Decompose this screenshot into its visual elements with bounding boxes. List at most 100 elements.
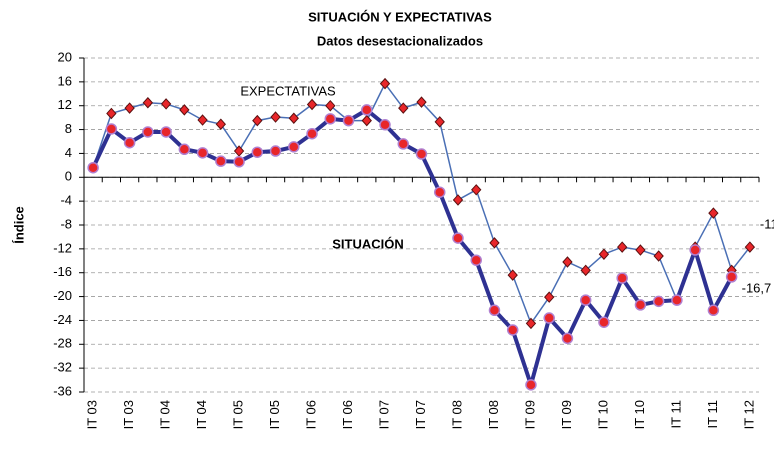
point	[525, 317, 537, 330]
point	[160, 126, 172, 138]
point	[142, 96, 154, 109]
point	[543, 312, 555, 324]
point	[562, 256, 573, 268]
point	[325, 99, 336, 112]
point	[306, 127, 318, 140]
x-tick-label: IT 03	[85, 400, 100, 429]
y-tick-label: -28	[53, 336, 72, 351]
point	[470, 254, 482, 266]
y-tick-label: -20	[53, 288, 72, 303]
point	[160, 98, 172, 110]
point	[671, 294, 683, 306]
y-tick-label: -4	[60, 193, 72, 208]
x-tick-label: IT 11	[668, 400, 683, 428]
point	[306, 98, 318, 111]
point	[544, 291, 555, 303]
series-line	[92, 82, 751, 325]
x-tick-label: IT 09	[559, 400, 574, 429]
point	[233, 156, 245, 168]
x-tick-label: IT 05	[267, 400, 282, 429]
point	[579, 294, 592, 306]
point	[196, 147, 209, 159]
point	[416, 96, 427, 108]
point	[105, 123, 118, 135]
chart-title: SITUACIÓN Y EXPECTATIVAS	[308, 9, 492, 24]
point	[270, 111, 281, 123]
point	[87, 161, 99, 174]
point	[197, 114, 208, 126]
point	[489, 237, 500, 249]
point	[598, 316, 610, 328]
y-axis-label: Índice	[11, 206, 26, 244]
y-tick-label: -36	[53, 383, 72, 398]
point	[288, 141, 300, 153]
series-label: EXPECTATIVAS	[240, 83, 336, 98]
point	[288, 112, 299, 124]
point	[616, 272, 628, 284]
x-tick-label: IT 04	[194, 400, 209, 429]
y-tick-label: -12	[53, 240, 72, 255]
x-tick-label: IT 04	[158, 400, 173, 429]
point	[488, 304, 501, 317]
y-tick-label: 20	[58, 49, 72, 64]
point	[744, 241, 756, 253]
point	[342, 114, 355, 127]
point	[397, 138, 410, 150]
point	[707, 304, 720, 317]
point	[708, 207, 719, 219]
y-tick-label: 0	[65, 169, 72, 184]
point	[507, 269, 518, 281]
point	[252, 114, 263, 127]
point	[415, 148, 428, 160]
point	[379, 119, 391, 131]
point	[598, 248, 610, 260]
point	[617, 241, 628, 253]
y-tick-label: -8	[60, 216, 72, 231]
point	[561, 332, 574, 345]
x-tick-label: IT 07	[413, 400, 428, 429]
point	[215, 118, 226, 130]
x-tick-label: IT 06	[340, 400, 355, 429]
point	[452, 232, 464, 244]
x-tick-label: IT 09	[522, 400, 537, 429]
x-tick-label: IT 03	[121, 400, 136, 429]
point	[452, 194, 464, 206]
point	[106, 107, 117, 120]
point	[179, 104, 190, 116]
point	[142, 126, 154, 138]
x-tick-label: IT 06	[303, 400, 318, 429]
point	[361, 104, 373, 116]
point	[178, 143, 191, 156]
y-tick-label: 4	[65, 145, 72, 160]
point	[251, 146, 264, 158]
x-tick-label: IT 05	[231, 400, 246, 429]
x-tick-label: IT 12	[741, 400, 756, 429]
point	[398, 102, 409, 114]
y-tick-label: 12	[58, 97, 72, 112]
point	[635, 244, 646, 256]
point	[525, 379, 537, 391]
point	[506, 324, 519, 336]
point	[123, 136, 136, 149]
point	[324, 113, 337, 125]
point	[689, 244, 701, 256]
point	[471, 184, 482, 196]
value-label: -16,7	[742, 280, 772, 295]
x-tick-label: IT 10	[632, 400, 647, 429]
x-tick-label: IT 08	[449, 400, 464, 429]
x-tick-label: IT 07	[376, 400, 391, 429]
point	[361, 114, 372, 127]
point	[433, 186, 446, 198]
y-tick-label: -24	[53, 312, 72, 327]
y-tick-label: 8	[65, 121, 72, 136]
value-label: -11,7	[760, 217, 774, 232]
point	[634, 299, 647, 311]
point	[653, 250, 664, 262]
point	[269, 145, 282, 157]
y-tick-label: -16	[53, 264, 72, 279]
x-tick-label: IT 10	[595, 400, 610, 429]
point	[434, 116, 445, 128]
point	[725, 271, 738, 283]
x-tick-label: IT 11	[705, 400, 720, 428]
